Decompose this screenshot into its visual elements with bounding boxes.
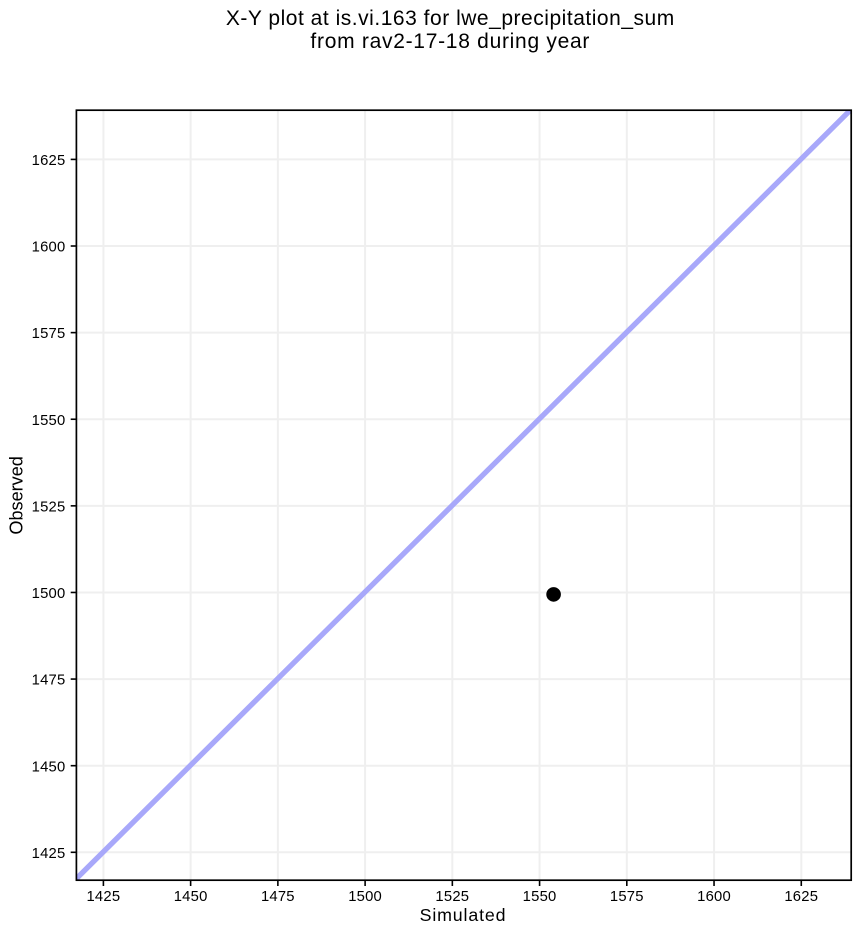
svg-text:1475: 1475 — [261, 889, 295, 905]
svg-text:1475: 1475 — [32, 673, 66, 689]
svg-text:X-Y plot at is.vi.163 for lwe_: X-Y plot at is.vi.163 for lwe_precipitat… — [226, 7, 675, 30]
svg-text:Simulated: Simulated — [420, 905, 507, 925]
svg-text:1550: 1550 — [32, 413, 66, 429]
svg-text:1600: 1600 — [32, 240, 66, 256]
svg-text:1425: 1425 — [86, 889, 120, 905]
svg-text:1575: 1575 — [610, 889, 644, 905]
svg-text:1500: 1500 — [348, 889, 382, 905]
svg-text:1550: 1550 — [523, 889, 557, 905]
svg-text:1625: 1625 — [784, 889, 818, 905]
svg-text:1525: 1525 — [435, 889, 469, 905]
svg-text:from rav2-17-18 during year: from rav2-17-18 during year — [310, 30, 590, 53]
svg-text:1625: 1625 — [32, 153, 66, 169]
svg-text:1575: 1575 — [32, 326, 66, 342]
svg-text:Observed: Observed — [6, 456, 26, 534]
svg-text:1450: 1450 — [32, 759, 66, 775]
svg-text:1450: 1450 — [174, 889, 208, 905]
svg-text:1525: 1525 — [32, 499, 66, 515]
svg-text:1600: 1600 — [697, 889, 731, 905]
svg-text:1425: 1425 — [32, 846, 66, 862]
svg-text:1500: 1500 — [32, 586, 66, 602]
